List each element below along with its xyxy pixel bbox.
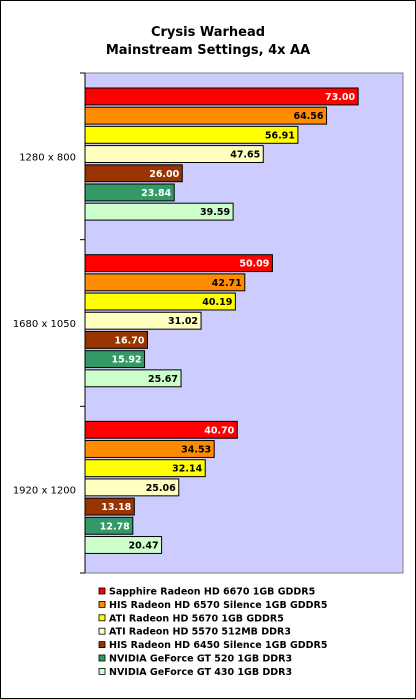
- bar-value-label: 23.84: [141, 188, 171, 199]
- legend-swatch: [98, 668, 106, 675]
- bar-value-label: 50.09: [239, 259, 269, 270]
- bar-value-label: 56.91: [265, 130, 295, 141]
- bar-value-label: 39.59: [200, 207, 230, 218]
- legend-swatch: [98, 654, 106, 662]
- bar-value-label: 40.70: [204, 425, 234, 436]
- bar: [84, 420, 238, 439]
- legend-swatch: [98, 641, 106, 648]
- bar: [84, 125, 299, 144]
- bar-value-label: 42.71: [212, 278, 242, 289]
- legend-label: HIS Radeon HD 6450 Silence 1GB GDDR5: [109, 640, 328, 651]
- bar: [84, 478, 180, 497]
- bar-value-label: 12.78: [100, 521, 130, 532]
- bar: [84, 311, 202, 330]
- category-label: 1280 x 800: [19, 152, 76, 163]
- bar: [84, 254, 273, 273]
- bar: [84, 164, 183, 183]
- legend-label: ATI Radeon HD 5670 1GB GDDR5: [109, 613, 284, 624]
- legend-label: NVIDIA GeForce GT 520 1GB DDR3: [109, 654, 292, 665]
- legend-swatch: [98, 627, 106, 635]
- bar-value-label: 25.67: [148, 374, 178, 385]
- bar: [84, 87, 359, 106]
- chart-subtitle: Mainstream Settings, 4x AA: [106, 43, 310, 58]
- legend-label: ATI Radeon HD 5570 512MB DDR3: [109, 627, 291, 638]
- bar: [84, 459, 206, 478]
- bar-value-label: 15.92: [111, 355, 141, 366]
- bar-value-label: 64.56: [293, 111, 323, 122]
- chart-title: Crysis Warhead: [151, 25, 265, 40]
- bar: [84, 273, 246, 292]
- bar: [84, 106, 328, 125]
- bar: [84, 536, 163, 554]
- bar: [84, 202, 234, 221]
- bar-value-label: 40.19: [202, 297, 232, 308]
- legend-label: Sapphire Radeon HD 6670 1GB GDDR5: [109, 587, 315, 598]
- legend-label: HIS Radeon HD 6570 Silence 1GB GDDR5: [109, 600, 328, 611]
- category-label: 1920 x 1200: [13, 486, 76, 497]
- bar-value-label: 31.02: [168, 316, 198, 327]
- bar: [84, 330, 148, 349]
- legend-swatch: [98, 601, 106, 608]
- bar: [84, 516, 134, 535]
- legend-label: NVIDIA GeForce GT 430 1GB DDR3: [109, 667, 292, 678]
- bar: [84, 440, 215, 458]
- bar-value-label: 73.00: [325, 92, 355, 103]
- bar: [84, 183, 175, 202]
- bar: [84, 145, 264, 164]
- bar-value-label: 34.53: [181, 444, 211, 455]
- bar-value-label: 25.06: [146, 483, 176, 494]
- bar: [84, 497, 135, 516]
- legend: Sapphire Radeon HD 6670 1GB GDDR5 HIS Rad…: [98, 587, 328, 678]
- bar: [84, 292, 236, 311]
- legend-swatch: [98, 614, 106, 622]
- bar-value-label: 47.65: [230, 150, 260, 161]
- bar-value-label: 13.18: [101, 502, 131, 513]
- bar-value-label: 20.47: [129, 540, 159, 551]
- bar-value-label: 16.70: [114, 335, 144, 346]
- bar-value-label: 32.14: [172, 464, 202, 475]
- bar: [84, 369, 182, 388]
- bar: [84, 350, 146, 369]
- bar-value-label: 26.00: [149, 169, 179, 180]
- legend-swatch: [98, 587, 106, 595]
- category-label: 1680 x 1050: [13, 319, 76, 330]
